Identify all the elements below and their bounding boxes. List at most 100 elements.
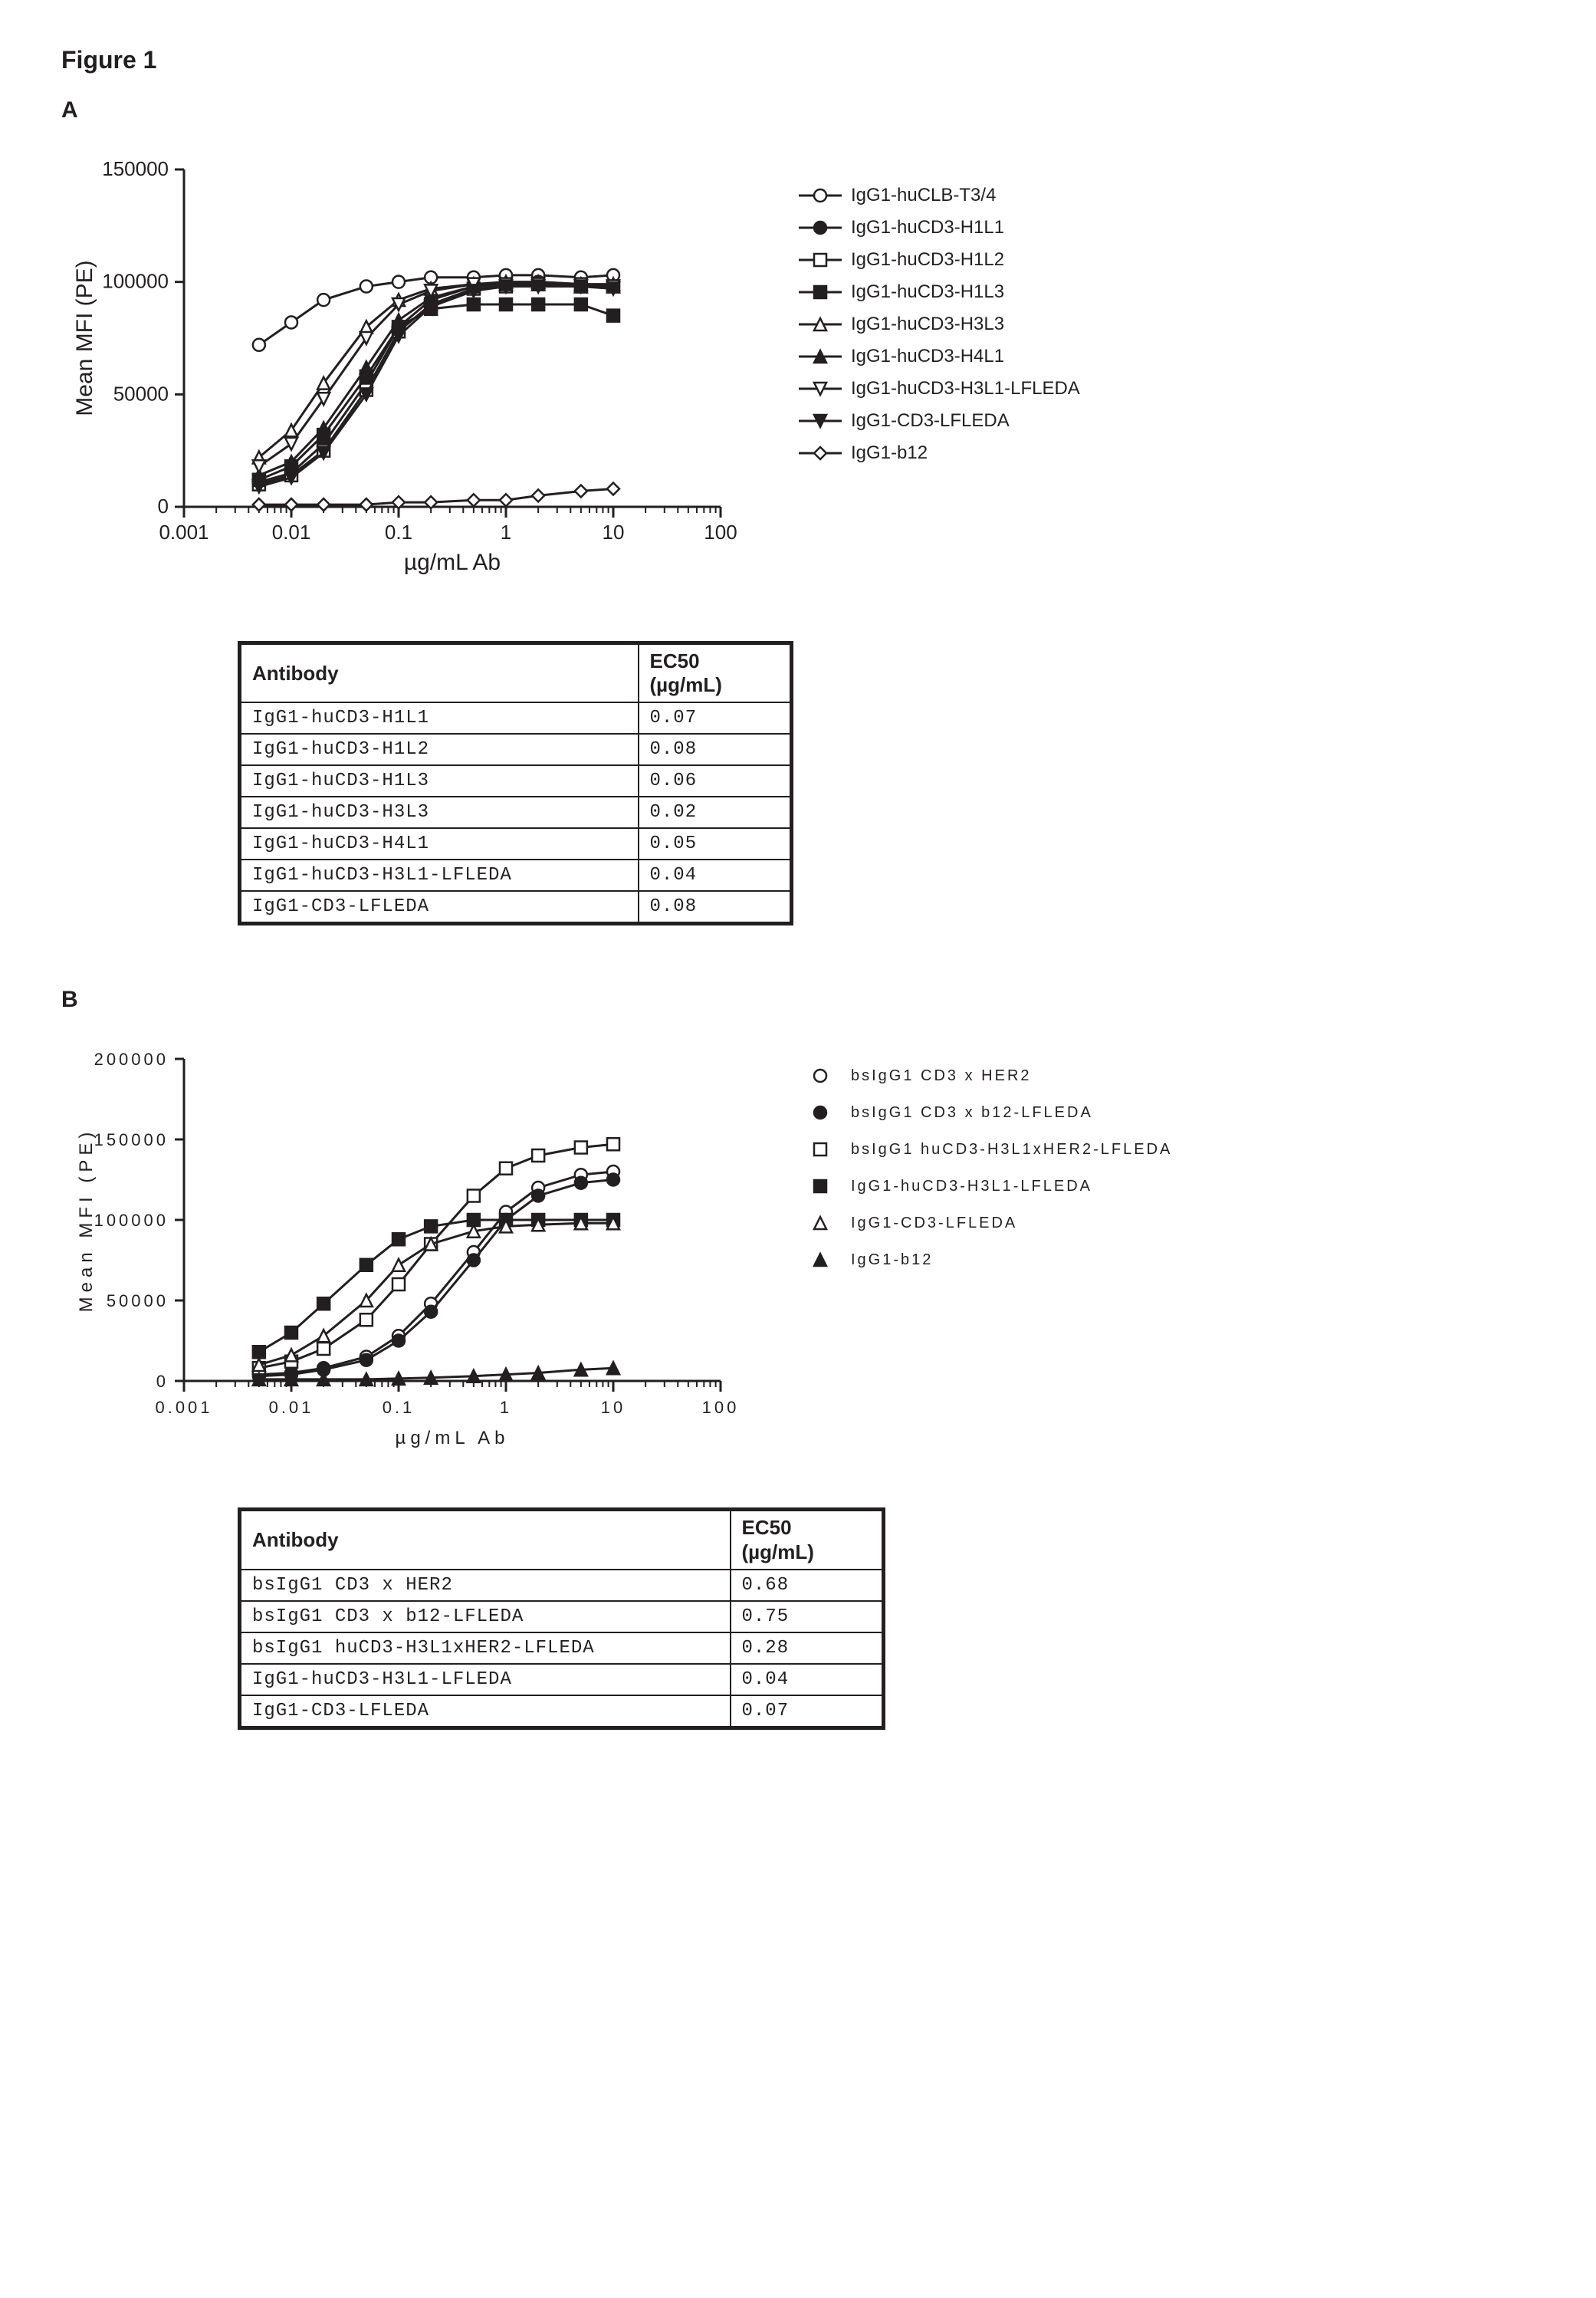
table-row: bsIgG1 huCD3-H3L1xHER2-LFLEDA 0.28 [240, 1632, 884, 1664]
svg-text:150000: 150000 [94, 1130, 169, 1149]
legend-marker-icon [797, 444, 843, 462]
ec50-table: Antibody EC50(µg/mL) IgG1-huCD3-H1L1 0.0… [238, 641, 793, 925]
cell-ec50: 0.04 [731, 1664, 884, 1695]
legend-marker-icon [797, 283, 843, 301]
panel-b: B 0 50000 100000 150000 200000 0.001 0.01 0.1 1 1… [61, 987, 1535, 1729]
cell-ec50: 0.04 [639, 860, 792, 891]
svg-text:0.01: 0.01 [269, 1398, 314, 1417]
figure-title: Figure 1 [61, 46, 1535, 74]
svg-text:50000: 50000 [113, 382, 169, 405]
panel-a-legend: IgG1-huCLB-T3/4 IgG1-huCD3-H1L1 IgG1-huC… [797, 146, 1080, 464]
legend-label: IgG1-huCD3-H3L1-LFLEDA [851, 1178, 1092, 1195]
legend-marker-icon [797, 1140, 843, 1159]
table-row: IgG1-huCD3-H4L1 0.05 [240, 828, 792, 860]
legend-marker-icon [797, 1177, 843, 1195]
svg-text:150000: 150000 [102, 157, 169, 180]
cell-ec50: 0.28 [731, 1632, 884, 1664]
panel-b-legend: bsIgG1 CD3 x HER2 bsIgG1 CD3 x b12-LFLED… [797, 1036, 1172, 1269]
legend-label: bsIgG1 huCD3-H3L1xHER2-LFLEDA [851, 1141, 1172, 1159]
svg-text:0.001: 0.001 [159, 521, 209, 544]
legend-marker-icon [797, 315, 843, 334]
legend-label: IgG1-huCD3-H3L3 [851, 314, 1004, 335]
panel-a-table-wrap: Antibody EC50(µg/mL) IgG1-huCD3-H1L1 0.0… [61, 641, 1535, 925]
legend-label: IgG1-huCD3-H1L1 [851, 217, 1004, 238]
table-row: IgG1-huCD3-H3L1-LFLEDA 0.04 [240, 1664, 884, 1695]
legend-label: IgG1-huCD3-H3L1-LFLEDA [851, 378, 1080, 399]
panel-b-table-wrap: Antibody EC50(µg/mL) bsIgG1 CD3 x HER2 0… [61, 1507, 1535, 1729]
table-row: bsIgG1 CD3 x b12-LFLEDA 0.75 [240, 1601, 884, 1632]
legend-label: bsIgG1 CD3 x b12-LFLEDA [851, 1104, 1093, 1122]
table-row: IgG1-huCD3-H3L1-LFLEDA 0.04 [240, 860, 792, 891]
cell-antibody: bsIgG1 huCD3-H3L1xHER2-LFLEDA [240, 1632, 731, 1664]
legend-label: IgG1-huCD3-H4L1 [851, 346, 1004, 367]
legend-marker-icon [797, 1067, 843, 1085]
cell-antibody: IgG1-CD3-LFLEDA [240, 1695, 731, 1728]
cell-ec50: 0.68 [731, 1570, 884, 1601]
panel-b-label: B [61, 987, 1535, 1013]
legend-item: IgG1-CD3-LFLEDA [797, 410, 1080, 432]
cell-ec50: 0.07 [731, 1695, 884, 1728]
table-row: IgG1-huCD3-H1L2 0.08 [240, 734, 792, 765]
svg-text:100000: 100000 [94, 1211, 169, 1230]
table-row: bsIgG1 CD3 x HER2 0.68 [240, 1570, 884, 1601]
legend-label: IgG1-huCD3-H1L2 [851, 249, 1004, 271]
legend-label: IgG1-huCD3-H1L3 [851, 281, 1004, 303]
panel-a-chart-row: 0500001000001500000.0010.010.1110100Mean… [61, 146, 1535, 603]
cell-antibody: IgG1-CD3-LFLEDA [240, 891, 639, 924]
cell-ec50: 0.05 [639, 828, 792, 860]
legend-item: IgG1-huCD3-H3L1-LFLEDA [797, 378, 1080, 399]
table-header-antibody: Antibody [240, 643, 639, 703]
table-row: IgG1-CD3-LFLEDA 0.07 [240, 1695, 884, 1728]
svg-text:1: 1 [501, 521, 511, 544]
svg-text:0.1: 0.1 [385, 521, 412, 544]
legend-item: IgG1-b12 [797, 442, 1080, 464]
legend-marker-icon [797, 380, 843, 398]
svg-text:µg/mL Ab: µg/mL Ab [404, 550, 501, 575]
panel-b-chart: 0 50000 100000 150000 200000 0.001 0.01 0.1 1 10 1… [61, 1036, 774, 1469]
legend-item: IgG1-CD3-LFLEDA [797, 1214, 1172, 1232]
legend-label: IgG1-CD3-LFLEDA [851, 410, 1010, 432]
svg-text:0: 0 [156, 1372, 169, 1391]
legend-item: IgG1-huCD3-H3L3 [797, 314, 1080, 335]
cell-antibody: IgG1-huCD3-H3L3 [240, 797, 639, 828]
svg-text:50000: 50000 [107, 1291, 169, 1310]
svg-text:0.001: 0.001 [155, 1398, 212, 1417]
panel-a: A 0500001000001500000.0010.010.1110100Me… [61, 97, 1535, 925]
svg-text:0.1: 0.1 [383, 1398, 415, 1417]
cell-antibody: bsIgG1 CD3 x HER2 [240, 1570, 731, 1601]
cell-antibody: IgG1-huCD3-H4L1 [240, 828, 639, 860]
cell-ec50: 0.02 [639, 797, 792, 828]
table-row: IgG1-huCD3-H1L1 0.07 [240, 702, 792, 734]
svg-text:100000: 100000 [102, 270, 169, 293]
svg-text:Mean MFI (PE): Mean MFI (PE) [76, 1128, 97, 1313]
svg-text:100: 100 [702, 1398, 740, 1417]
table-header-antibody: Antibody [240, 1510, 731, 1570]
svg-text:10: 10 [601, 1398, 626, 1417]
svg-text:10: 10 [603, 521, 625, 544]
legend-marker-icon [797, 1251, 843, 1269]
cell-ec50: 0.75 [731, 1601, 884, 1632]
legend-label: IgG1-b12 [851, 1251, 933, 1269]
legend-label: IgG1-CD3-LFLEDA [851, 1215, 1017, 1232]
legend-marker-icon [797, 186, 843, 205]
svg-text:100: 100 [704, 521, 737, 544]
cell-ec50: 0.08 [639, 734, 792, 765]
svg-text:1: 1 [500, 1398, 512, 1417]
panel-a-label: A [61, 97, 1535, 123]
cell-ec50: 0.06 [639, 765, 792, 797]
legend-item: bsIgG1 CD3 x b12-LFLEDA [797, 1103, 1172, 1122]
table-row: IgG1-huCD3-H3L3 0.02 [240, 797, 792, 828]
legend-item: IgG1-huCLB-T3/4 [797, 185, 1080, 206]
legend-item: bsIgG1 huCD3-H3L1xHER2-LFLEDA [797, 1140, 1172, 1159]
svg-text:200000: 200000 [94, 1050, 169, 1069]
legend-marker-icon [797, 412, 843, 430]
legend-marker-icon [797, 347, 843, 366]
legend-marker-icon [797, 251, 843, 269]
svg-text:µg/mL Ab: µg/mL Ab [396, 1428, 510, 1448]
legend-item: IgG1-huCD3-H1L1 [797, 217, 1080, 238]
cell-antibody: IgG1-huCD3-H3L1-LFLEDA [240, 1664, 731, 1695]
ec50-table: Antibody EC50(µg/mL) bsIgG1 CD3 x HER2 0… [238, 1507, 885, 1729]
legend-marker-icon [797, 219, 843, 237]
table-header-ec50: EC50(µg/mL) [731, 1510, 884, 1570]
panel-b-chart-row: 0 50000 100000 150000 200000 0.001 0.01 0.1 1 10 1… [61, 1036, 1535, 1469]
